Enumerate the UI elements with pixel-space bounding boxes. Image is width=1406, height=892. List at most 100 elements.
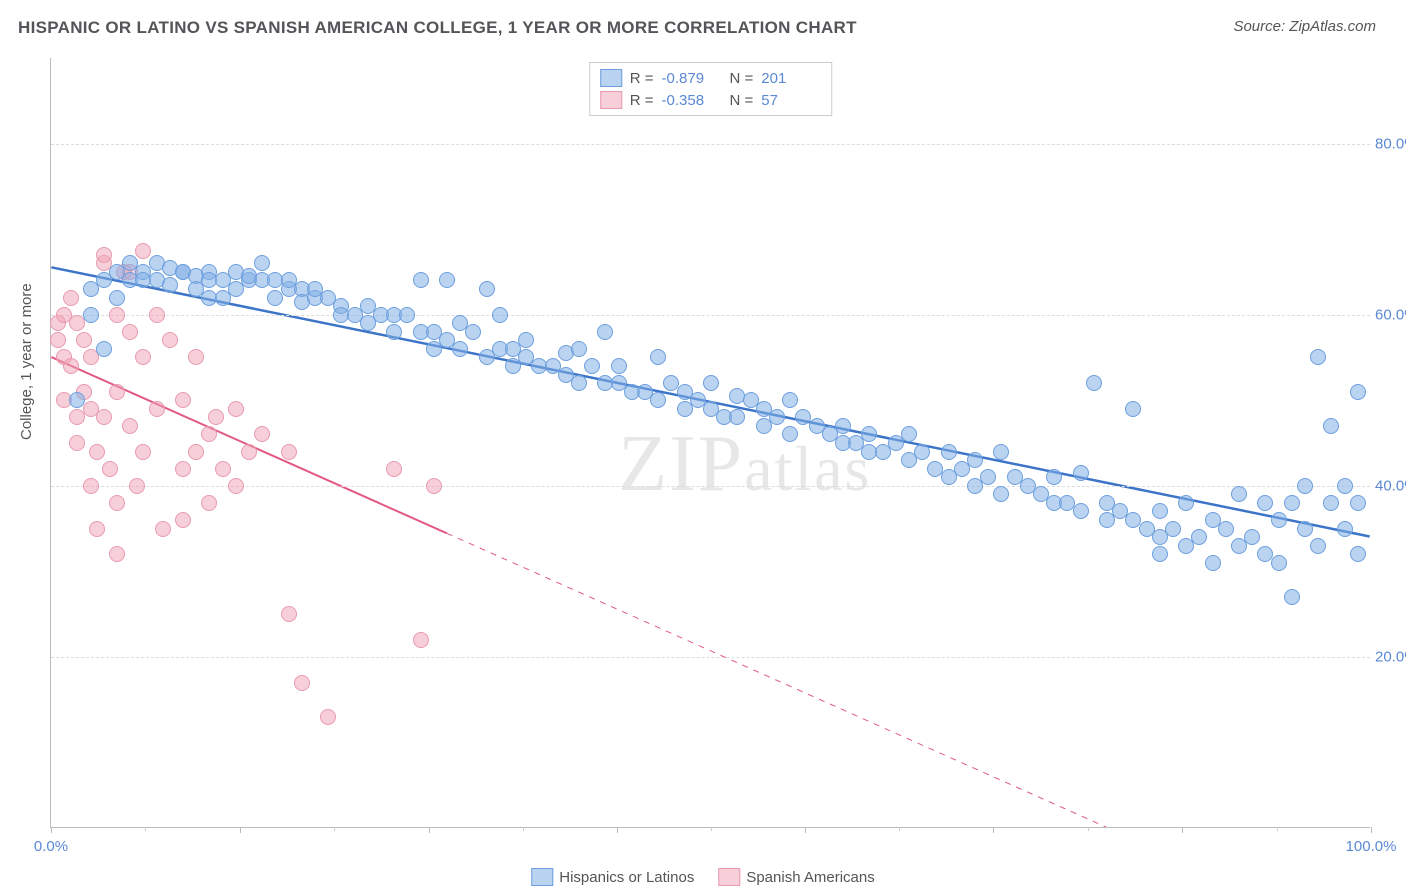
x-tick <box>240 827 241 833</box>
trend-line <box>447 533 1106 827</box>
legend-label-blue: Hispanics or Latinos <box>559 869 694 886</box>
data-point <box>122 324 138 340</box>
data-point <box>439 272 455 288</box>
plot-area: ZIPatlas R = -0.879 N = 201 R = -0.358 N… <box>50 58 1370 828</box>
data-point <box>69 435 85 451</box>
y-tick-label: 20.0% <box>1375 648 1406 665</box>
data-point <box>1350 546 1366 562</box>
stats-box: R = -0.879 N = 201 R = -0.358 N = 57 <box>589 62 833 116</box>
data-point <box>1152 503 1168 519</box>
swatch-blue-icon <box>531 868 553 886</box>
stat-r-pink: -0.358 <box>662 92 722 109</box>
y-axis-label: College, 1 year or more <box>18 283 35 440</box>
data-point <box>122 418 138 434</box>
y-tick-label: 40.0% <box>1375 477 1406 494</box>
data-point <box>1165 521 1181 537</box>
data-point <box>89 521 105 537</box>
data-point <box>386 461 402 477</box>
data-point <box>162 332 178 348</box>
gridline <box>51 315 1370 316</box>
trend-lines-layer <box>51 58 1370 827</box>
data-point <box>1178 495 1194 511</box>
y-tick-label: 60.0% <box>1375 306 1406 323</box>
data-point <box>861 426 877 442</box>
gridline <box>51 486 1370 487</box>
data-point <box>571 375 587 391</box>
data-point <box>50 332 66 348</box>
swatch-blue-icon <box>600 69 622 87</box>
data-point <box>96 409 112 425</box>
data-point <box>941 444 957 460</box>
data-point <box>109 495 125 511</box>
data-point <box>201 426 217 442</box>
data-point <box>1350 495 1366 511</box>
x-tick <box>1371 827 1372 833</box>
data-point <box>597 324 613 340</box>
y-tick-label: 80.0% <box>1375 135 1406 152</box>
data-point <box>1284 495 1300 511</box>
x-tick-minor <box>523 827 524 831</box>
data-point <box>399 307 415 323</box>
data-point <box>901 426 917 442</box>
data-point <box>1046 469 1062 485</box>
stat-n-label: N = <box>730 70 754 87</box>
data-point <box>835 418 851 434</box>
data-point <box>571 341 587 357</box>
data-point <box>465 324 481 340</box>
data-point <box>215 461 231 477</box>
data-point <box>83 307 99 323</box>
data-point <box>1073 465 1089 481</box>
x-tick-minor <box>711 827 712 831</box>
data-point <box>1297 478 1313 494</box>
data-point <box>967 452 983 468</box>
data-point <box>584 358 600 374</box>
data-point <box>109 290 125 306</box>
x-tick-minor <box>334 827 335 831</box>
data-point <box>155 521 171 537</box>
x-tick-minor <box>1277 827 1278 831</box>
x-tick-minor <box>899 827 900 831</box>
x-tick <box>805 827 806 833</box>
data-point <box>650 392 666 408</box>
data-point <box>611 358 627 374</box>
legend-item-blue: Hispanics or Latinos <box>531 868 694 886</box>
source-label: Source: ZipAtlas.com <box>1233 18 1376 35</box>
data-point <box>729 409 745 425</box>
x-tick <box>429 827 430 833</box>
legend-item-pink: Spanish Americans <box>718 868 874 886</box>
stat-n-blue: 201 <box>761 70 821 87</box>
data-point <box>109 546 125 562</box>
data-point <box>241 444 257 460</box>
data-point <box>96 247 112 263</box>
data-point <box>1323 418 1339 434</box>
data-point <box>228 401 244 417</box>
x-tick-minor <box>1088 827 1089 831</box>
x-tick <box>51 827 52 833</box>
data-point <box>102 461 118 477</box>
data-point <box>254 426 270 442</box>
data-point <box>1073 503 1089 519</box>
data-point <box>76 332 92 348</box>
swatch-pink-icon <box>718 868 740 886</box>
data-point <box>162 277 178 293</box>
data-point <box>228 478 244 494</box>
stat-r-blue: -0.879 <box>662 70 722 87</box>
data-point <box>1086 375 1102 391</box>
data-point <box>993 444 1009 460</box>
data-point <box>1271 555 1287 571</box>
data-point <box>149 307 165 323</box>
data-point <box>782 426 798 442</box>
x-tick <box>1182 827 1183 833</box>
data-point <box>201 495 217 511</box>
swatch-pink-icon <box>600 91 622 109</box>
data-point <box>96 341 112 357</box>
stat-n-label: N = <box>730 92 754 109</box>
data-point <box>175 392 191 408</box>
x-tick-label: 100.0% <box>1346 838 1397 855</box>
data-point <box>650 349 666 365</box>
data-point <box>281 606 297 622</box>
data-point <box>281 444 297 460</box>
data-point <box>993 486 1009 502</box>
legend-label-pink: Spanish Americans <box>746 869 874 886</box>
data-point <box>188 349 204 365</box>
